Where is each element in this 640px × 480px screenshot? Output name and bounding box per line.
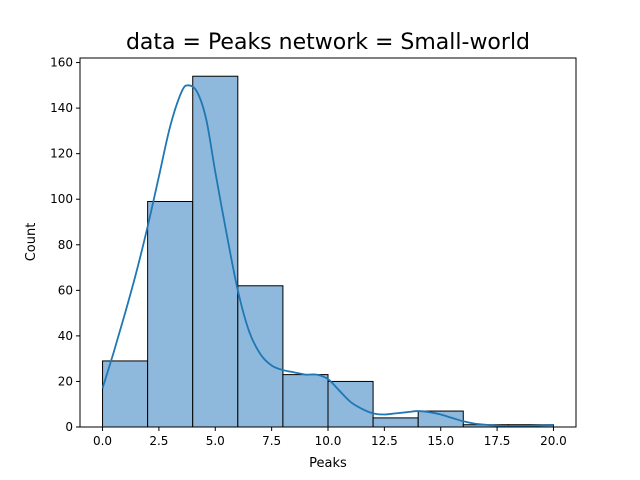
x-axis: 0.0 2.5 5.0 7.5 10.0 12.5 15.0 17.5 20.0 [93,427,567,448]
y-tick-label: 160 [50,56,73,70]
chart-title: data = Peaks network = Small-world [126,30,530,55]
y-tick-label: 80 [58,238,73,252]
histogram-bar [327,380,374,428]
x-tick-label: 10.0 [315,434,342,448]
x-tick-label: 15.0 [427,434,454,448]
x-axis-label: Peaks [309,456,347,471]
x-tick-label: 12.5 [371,434,398,448]
histogram-bar [372,417,419,428]
y-tick-label: 40 [58,329,73,343]
histogram-bar [237,285,284,428]
y-tick-label: 100 [50,192,73,206]
x-tick-label: 17.5 [484,434,511,448]
x-tick-label: 2.5 [149,434,168,448]
x-tick-label: 5.0 [206,434,225,448]
y-axis-label: Count [24,223,39,262]
kde-layer [101,84,554,428]
histogram-bar [282,374,329,428]
y-tick-label: 0 [65,420,73,434]
y-tick-label: 140 [50,101,73,115]
y-tick-label: 20 [58,374,73,388]
y-tick-label: 60 [58,283,73,297]
y-axis: 0 20 40 60 80 100 120 140 160 [50,56,80,434]
histogram-bar [192,75,239,428]
kde-line [101,84,554,428]
histogram-bar [102,360,149,428]
histogram-bar [147,201,194,428]
x-tick-label: 7.5 [262,434,281,448]
x-tick-label: 0.0 [93,434,112,448]
y-tick-label: 120 [50,147,73,161]
x-tick-label: 20.0 [540,434,567,448]
